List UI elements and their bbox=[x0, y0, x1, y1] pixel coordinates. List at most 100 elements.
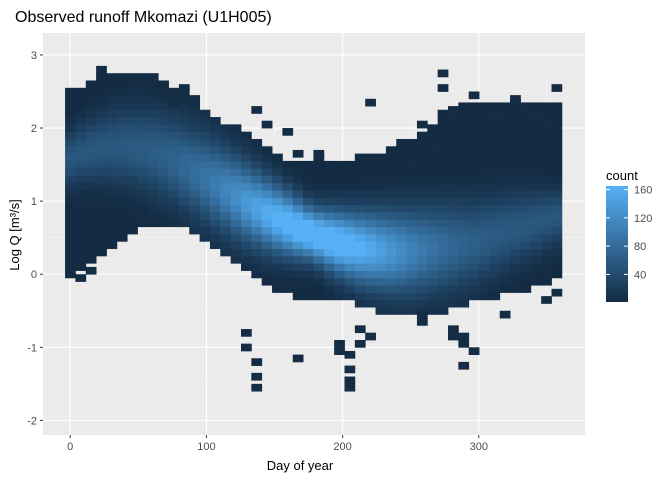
heatmap-tile bbox=[261, 255, 273, 264]
heatmap-tile bbox=[85, 95, 97, 103]
heatmap-tile bbox=[375, 248, 387, 257]
heatmap-tile bbox=[499, 131, 511, 140]
heatmap-tile bbox=[458, 190, 470, 198]
heatmap-tile bbox=[365, 299, 376, 308]
heatmap-tile bbox=[458, 204, 470, 213]
heatmap-tile bbox=[479, 109, 490, 118]
heatmap-tile bbox=[354, 190, 366, 198]
heatmap-tile bbox=[489, 190, 501, 198]
heatmap-tile bbox=[468, 277, 480, 286]
heatmap-tile bbox=[292, 160, 304, 169]
heatmap-tile bbox=[313, 255, 325, 264]
heatmap-tile bbox=[396, 255, 408, 264]
heatmap-tile bbox=[282, 241, 294, 250]
heatmap-tile bbox=[458, 168, 470, 176]
heatmap-tile bbox=[220, 138, 232, 147]
heatmap-tile bbox=[303, 182, 314, 191]
heatmap-tile bbox=[116, 102, 128, 111]
heatmap-tile bbox=[458, 248, 470, 257]
heatmap-tile bbox=[344, 277, 356, 286]
heatmap-tile bbox=[468, 138, 480, 147]
heatmap-tile bbox=[541, 131, 552, 140]
heatmap-tile bbox=[458, 160, 470, 169]
heatmap-tile bbox=[375, 255, 387, 264]
heatmap-tile bbox=[209, 168, 221, 176]
heatmap-tile bbox=[458, 117, 470, 125]
heatmap-tile bbox=[220, 175, 232, 184]
heatmap-tile bbox=[541, 146, 552, 154]
heatmap-tile bbox=[375, 270, 387, 279]
heatmap-tile bbox=[427, 124, 439, 133]
heatmap-tile bbox=[396, 190, 408, 198]
heatmap-tile bbox=[551, 131, 563, 140]
heatmap-tile bbox=[116, 234, 128, 242]
heatmap-tile bbox=[116, 197, 128, 206]
heatmap-tile bbox=[499, 310, 511, 319]
heatmap-tile bbox=[499, 102, 511, 111]
heatmap-tile bbox=[147, 219, 159, 228]
heatmap-tile bbox=[209, 131, 221, 140]
heatmap-tile bbox=[510, 124, 521, 133]
heatmap-tile bbox=[458, 109, 470, 118]
heatmap-tile bbox=[127, 219, 138, 228]
heatmap-tile bbox=[178, 146, 190, 154]
heatmap-tile bbox=[530, 226, 542, 235]
heatmap-tile bbox=[251, 248, 263, 257]
heatmap-tile bbox=[479, 292, 490, 301]
heatmap-tile bbox=[354, 182, 366, 191]
heatmap-tile bbox=[282, 248, 294, 257]
heatmap-tile bbox=[251, 234, 263, 242]
heatmap-tile bbox=[85, 197, 97, 206]
heatmap-tile bbox=[106, 175, 118, 184]
heatmap-tile bbox=[489, 234, 501, 242]
heatmap-tile bbox=[396, 219, 408, 228]
heatmap-tile bbox=[541, 263, 552, 271]
heatmap-tile bbox=[365, 248, 376, 257]
heatmap-tile bbox=[448, 212, 459, 220]
heatmap-tile bbox=[96, 124, 107, 133]
heatmap-tile bbox=[520, 175, 532, 184]
heatmap-tile bbox=[375, 182, 387, 191]
heatmap-tile bbox=[116, 117, 128, 125]
heatmap-tile bbox=[416, 212, 428, 220]
heatmap-tile bbox=[168, 109, 180, 118]
heatmap-tile bbox=[292, 354, 304, 363]
x-tick-label: 100 bbox=[197, 441, 215, 453]
heatmap-tile bbox=[65, 138, 76, 147]
heatmap-tile bbox=[448, 325, 459, 334]
heatmap-tile bbox=[499, 255, 511, 264]
heatmap-tile bbox=[189, 109, 201, 118]
heatmap-tile bbox=[116, 146, 128, 154]
heatmap-tile bbox=[303, 175, 314, 184]
heatmap-tile bbox=[241, 248, 252, 257]
heatmap-tile bbox=[344, 219, 356, 228]
heatmap-tile bbox=[313, 149, 325, 158]
heatmap-tile bbox=[168, 124, 180, 133]
heatmap-tile bbox=[375, 226, 387, 235]
heatmap-tile bbox=[510, 168, 521, 176]
heatmap-tile bbox=[137, 146, 149, 154]
x-tick-label: 200 bbox=[333, 441, 351, 453]
heatmap-tile bbox=[427, 255, 439, 264]
heatmap-tile bbox=[458, 219, 470, 228]
heatmap-tile bbox=[292, 255, 304, 264]
heatmap-tile bbox=[158, 146, 169, 154]
heatmap-tile bbox=[178, 124, 190, 133]
heatmap-tile bbox=[479, 182, 490, 191]
heatmap-tile bbox=[489, 131, 501, 140]
heatmap-tile bbox=[106, 241, 118, 250]
heatmap-tile bbox=[251, 358, 263, 366]
heatmap-tile bbox=[458, 299, 470, 308]
heatmap-tile bbox=[499, 270, 511, 279]
heatmap-tile bbox=[448, 263, 459, 271]
heatmap-tile bbox=[375, 197, 387, 206]
heatmap-tile bbox=[116, 109, 128, 118]
heatmap-tile bbox=[189, 204, 201, 213]
heatmap-tile bbox=[448, 292, 459, 301]
heatmap-tile bbox=[334, 248, 345, 257]
heatmap-tile bbox=[479, 204, 490, 213]
heatmap-tile bbox=[189, 138, 201, 147]
heatmap-tile bbox=[96, 80, 107, 89]
heatmap-tile bbox=[261, 263, 273, 271]
heatmap-tile bbox=[313, 234, 325, 242]
